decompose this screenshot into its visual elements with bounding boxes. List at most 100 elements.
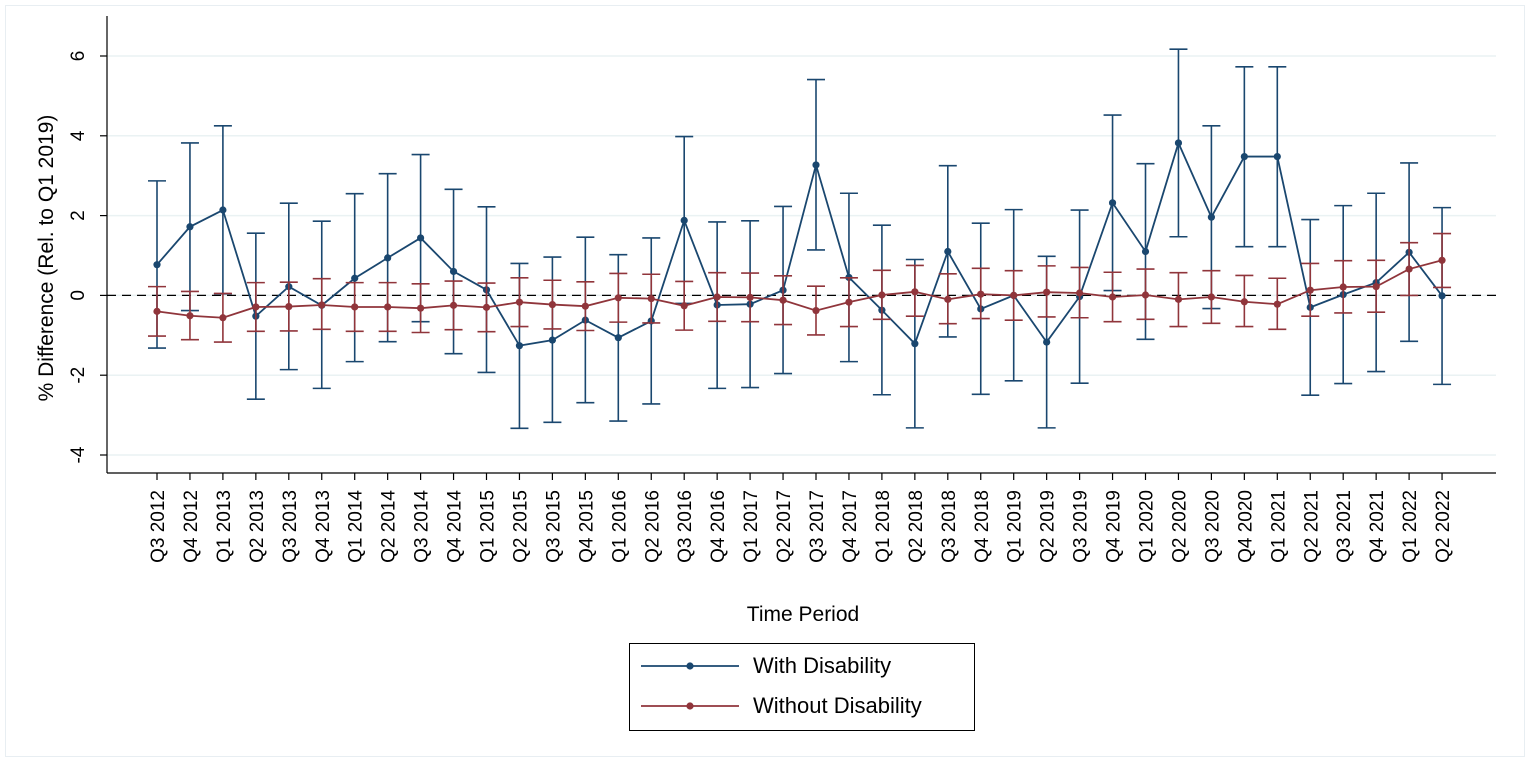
x-tick-label: Q2 2020 [1169,490,1190,563]
data-point [1207,293,1215,301]
x-tick-label: Q1 2018 [873,490,894,563]
data-point [1043,288,1051,296]
data-point [548,300,557,309]
x-tick-label: Q4 2021 [1367,490,1388,563]
data-point [351,303,359,311]
x-tick-label: Q4 2012 [181,490,202,563]
data-point [812,306,820,315]
legend-key-marker [686,702,694,710]
axes: -4 -2 0 2 4 6 Q3 2012 Q4 2012 Q1 2013 Q2 2013 Q3 2… [68,16,1496,563]
data-point [219,206,227,214]
data-point [252,303,260,311]
data-point [449,301,458,309]
data-point [1372,283,1380,291]
data-point [285,302,293,311]
x-tick-label: Q3 2013 [280,490,301,563]
x-tick-label: Q1 2021 [1268,490,1289,563]
data-point [944,247,952,256]
data-point [680,216,688,224]
legend-box [629,643,975,731]
x-tick-label: Q2 2015 [510,490,531,563]
data-point [647,294,655,303]
x-tick-label: Q2 2022 [1433,490,1454,563]
data-point [614,334,622,342]
x-tick-label: Q4 2015 [576,490,597,563]
data-point [417,234,425,242]
series-line [156,259,1443,319]
legend-key-marker [686,662,694,670]
data-point [779,296,787,304]
x-tick-label: Q4 2013 [313,490,334,563]
x-tick-label: Q4 2017 [840,490,861,563]
legend-label-with-disability: With Disability [753,653,891,678]
data-point [482,303,491,311]
data-point [1141,247,1150,256]
data-point [1273,152,1281,161]
data-point [1141,291,1150,299]
x-tick-label: Q3 2018 [939,490,960,563]
y-tick-label: 2 [68,210,89,221]
y-tick-label: 6 [68,51,89,62]
x-tick-label: Q1 2014 [346,490,367,563]
legend-key-with-disability [641,662,739,670]
data-point [1076,289,1084,297]
data-point [845,298,853,306]
data-point [746,293,754,301]
data-point [1174,139,1183,147]
data-point [911,288,919,296]
x-tick-label: Q4 2018 [972,490,993,563]
data-point [1438,292,1446,300]
data-point [515,298,524,306]
data-point [1405,265,1413,273]
data-point [1174,295,1183,303]
data-point [680,302,688,310]
series-layer [148,48,1452,430]
series-0 [148,48,1452,430]
x-tick-label: Q4 2019 [1104,490,1125,563]
data-point [1306,286,1314,294]
x-tick-label: Q1 2017 [741,490,762,563]
data-point [384,303,392,311]
data-point [1339,283,1347,291]
data-point [581,302,589,310]
x-tick-label: Q1 2020 [1137,490,1158,563]
x-tick-label: Q1 2022 [1400,490,1421,563]
legend-label-without-disability: Without Disability [753,693,922,718]
data-point [515,342,524,350]
data-point [219,314,227,322]
data-point [1240,152,1248,161]
data-point [878,291,886,299]
x-tick-label: Q2 2018 [906,490,927,563]
data-point [449,267,458,276]
x-tick-label: Q4 2016 [708,490,729,563]
data-point [1010,291,1018,299]
data-point [1240,298,1248,306]
data-point [1043,338,1051,346]
data-point [318,301,326,309]
x-tick-label: Q3 2015 [543,490,564,563]
data-point [1438,256,1446,264]
x-tick-label: Q3 2016 [675,490,696,563]
data-point [186,312,194,320]
legend: With Disability Without Disability [629,643,975,731]
data-point [1108,293,1117,301]
data-point [614,294,622,302]
data-point [713,293,721,301]
data-point [911,340,919,348]
x-tick-label: Q3 2021 [1334,490,1355,563]
x-tick-label: Q1 2016 [609,490,630,563]
series-1 [148,232,1452,343]
data-point [417,304,425,312]
data-point [384,254,392,262]
y-tick-label: 0 [68,290,89,301]
x-tick-label: Q2 2013 [247,490,268,563]
x-tick-label: Q2 2017 [774,490,795,563]
series-line [156,140,1443,347]
y-axis-title: % Difference (Rel. to Q1 2019) [35,115,58,402]
x-tick-label: Q3 2017 [807,490,828,563]
figure-border [5,5,1525,757]
x-tick-label: Q3 2012 [148,490,169,563]
data-point [944,295,952,303]
